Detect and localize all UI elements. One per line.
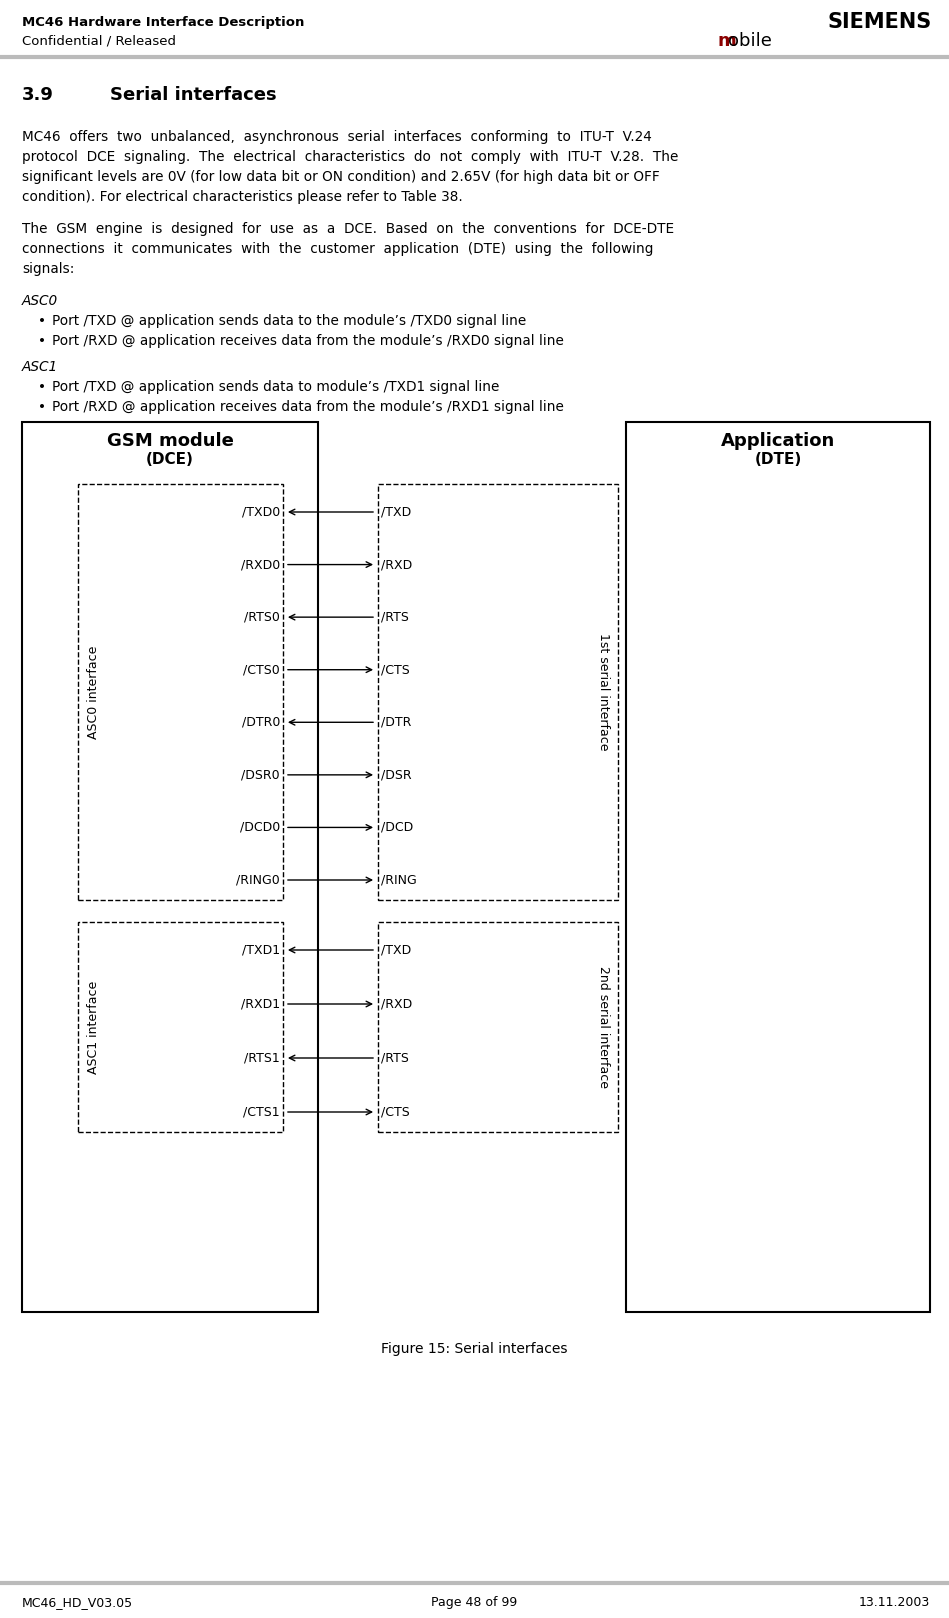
Text: 13.11.2003: 13.11.2003 <box>859 1595 930 1608</box>
Text: /DTR0: /DTR0 <box>242 715 280 728</box>
Text: •: • <box>38 400 46 414</box>
Text: Port /TXD @ application sends data to the module’s /TXD0 signal line: Port /TXD @ application sends data to th… <box>52 314 527 328</box>
Text: ASC1 interface: ASC1 interface <box>87 981 101 1074</box>
Text: •: • <box>38 314 46 328</box>
Text: Port /RXD @ application receives data from the module’s /RXD0 signal line: Port /RXD @ application receives data fr… <box>52 333 564 348</box>
Text: /RXD: /RXD <box>381 998 412 1011</box>
Bar <box>78 922 283 1133</box>
Text: Figure 15: Serial interfaces: Figure 15: Serial interfaces <box>381 1341 568 1356</box>
Text: /TXD0: /TXD0 <box>242 505 280 518</box>
Text: /CTS: /CTS <box>381 1105 410 1118</box>
Text: /CTS0: /CTS0 <box>243 663 280 676</box>
Text: /CTS: /CTS <box>381 663 410 676</box>
Text: obile: obile <box>728 32 772 50</box>
Text: /DCD0: /DCD0 <box>240 820 280 833</box>
Text: •: • <box>38 333 46 348</box>
Text: Serial interfaces: Serial interfaces <box>110 86 276 104</box>
Text: /TXD1: /TXD1 <box>242 943 280 956</box>
Text: /RTS0: /RTS0 <box>244 610 280 623</box>
Text: The  GSM  engine  is  designed  for  use  as  a  DCE.  Based  on  the  conventio: The GSM engine is designed for use as a … <box>22 222 674 236</box>
Text: /TXD: /TXD <box>381 943 411 956</box>
Text: MC46 Hardware Interface Description: MC46 Hardware Interface Description <box>22 16 305 29</box>
Text: Application: Application <box>721 432 835 450</box>
Text: ASC0: ASC0 <box>22 294 58 307</box>
Text: /RXD: /RXD <box>381 558 412 571</box>
Text: protocol  DCE  signaling.  The  electrical  characteristics  do  not  comply  wi: protocol DCE signaling. The electrical c… <box>22 150 679 163</box>
Text: Confidential / Released: Confidential / Released <box>22 34 176 47</box>
Text: Port /TXD @ application sends data to module’s /TXD1 signal line: Port /TXD @ application sends data to mo… <box>52 380 499 395</box>
Text: Port /RXD @ application receives data from the module’s /RXD1 signal line: Port /RXD @ application receives data fr… <box>52 400 564 414</box>
Text: /DSR: /DSR <box>381 769 412 781</box>
Bar <box>22 422 318 1312</box>
Bar <box>378 922 618 1133</box>
Bar <box>78 484 283 900</box>
Text: •: • <box>38 380 46 395</box>
Text: /CTS1: /CTS1 <box>243 1105 280 1118</box>
Text: MC46_HD_V03.05: MC46_HD_V03.05 <box>22 1595 133 1608</box>
Text: /TXD: /TXD <box>381 505 411 518</box>
Text: connections  it  communicates  with  the  customer  application  (DTE)  using  t: connections it communicates with the cus… <box>22 243 653 256</box>
Text: signals:: signals: <box>22 262 74 277</box>
Text: 1st serial interface: 1st serial interface <box>598 633 610 751</box>
Text: /RING0: /RING0 <box>236 874 280 887</box>
Text: MC46  offers  two  unbalanced,  asynchronous  serial  interfaces  conforming  to: MC46 offers two unbalanced, asynchronous… <box>22 129 652 144</box>
Text: /RTS1: /RTS1 <box>244 1052 280 1065</box>
Text: GSM module: GSM module <box>106 432 233 450</box>
Text: condition). For electrical characteristics please refer to Table 38.: condition). For electrical characteristi… <box>22 189 463 204</box>
Text: significant levels are 0V (for low data bit or ON condition) and 2.65V (for high: significant levels are 0V (for low data … <box>22 170 660 184</box>
Text: m: m <box>718 32 736 50</box>
Text: ASC1: ASC1 <box>22 359 58 374</box>
Text: (DCE): (DCE) <box>146 451 194 468</box>
Text: /RTS: /RTS <box>381 610 409 623</box>
Text: /DTR: /DTR <box>381 715 411 728</box>
Bar <box>626 422 930 1312</box>
Text: SIEMENS: SIEMENS <box>828 11 932 32</box>
Text: /DSR0: /DSR0 <box>241 769 280 781</box>
Text: Page 48 of 99: Page 48 of 99 <box>432 1595 517 1608</box>
Text: /RXD1: /RXD1 <box>241 998 280 1011</box>
Bar <box>378 484 618 900</box>
Text: /DCD: /DCD <box>381 820 413 833</box>
Text: 2nd serial interface: 2nd serial interface <box>598 966 610 1087</box>
Text: (DTE): (DTE) <box>754 451 802 468</box>
Text: 3.9: 3.9 <box>22 86 54 104</box>
Text: ASC0 interface: ASC0 interface <box>87 646 101 739</box>
Text: /RXD0: /RXD0 <box>241 558 280 571</box>
Text: /RTS: /RTS <box>381 1052 409 1065</box>
Text: /RING: /RING <box>381 874 417 887</box>
